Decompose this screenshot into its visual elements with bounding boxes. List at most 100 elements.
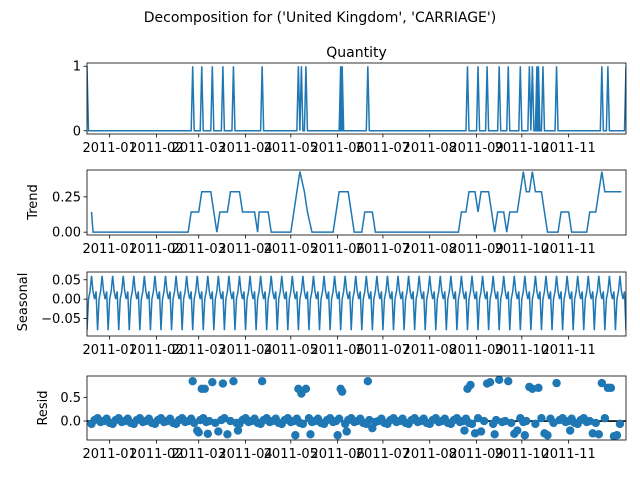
resid-point xyxy=(537,413,546,423)
resid-point xyxy=(467,419,477,429)
resid-ytick-label: 0.5 xyxy=(60,391,81,406)
quantity-series-line xyxy=(87,66,626,132)
seasonal-plot-area xyxy=(87,275,626,331)
trend-xtick-label: 2011-10 xyxy=(495,242,549,257)
resid-xtick-label: 2011-11 xyxy=(541,447,595,462)
resid-point xyxy=(257,377,267,386)
resid-point xyxy=(507,418,516,428)
trend-series-line xyxy=(90,171,622,233)
quantity-xtick-label: 2011-02 xyxy=(129,141,183,156)
resid-xtick-label: 2011-03 xyxy=(172,447,226,462)
resid-point xyxy=(337,387,347,396)
resid-panel: Resid 0.0 0.5 2011-012011-022011-032011-04… xyxy=(36,375,627,462)
resid-xtick-label: 2011-01 xyxy=(82,447,136,462)
resid-point xyxy=(200,384,209,393)
resid-point xyxy=(606,383,616,393)
seasonal-xtick-label: 2011-09 xyxy=(449,343,503,358)
resid-xtick-label: 2011-05 xyxy=(264,447,318,462)
figure-suptitle: Decomposition for ('United Kingdom', 'CA… xyxy=(144,10,496,26)
seasonal-xtick-label: 2011-11 xyxy=(541,343,595,358)
quantity-xtick-label: 2011-04 xyxy=(218,141,272,156)
trend-ylabel: Trend xyxy=(26,184,41,221)
resid-point xyxy=(476,427,486,436)
seasonal-panel: Seasonal −0.050.000.052011-012011-022011… xyxy=(16,271,627,358)
quantity-ytick-label: 1 xyxy=(73,60,81,75)
resid-point xyxy=(214,427,223,436)
resid-xtick-label: 2011-07 xyxy=(356,447,410,462)
resid-point xyxy=(594,430,604,439)
resid-point xyxy=(188,377,197,386)
seasonal-xtick-label: 2011-04 xyxy=(218,343,272,358)
resid-xtick-label: 2011-02 xyxy=(129,447,183,462)
seasonal-ylabel: Seasonal xyxy=(16,273,31,332)
seasonal-ytick-label: −0.05 xyxy=(41,312,81,327)
trend-xtick-label: 2011-03 xyxy=(172,242,226,257)
resid-xtick-label: 2011-10 xyxy=(495,447,549,462)
trend-xtick-label: 2011-08 xyxy=(403,242,457,257)
resid-point xyxy=(334,414,344,423)
resid-point xyxy=(531,419,540,429)
resid-point xyxy=(485,377,495,387)
resid-xtick-label: 2011-08 xyxy=(403,447,457,462)
resid-point xyxy=(298,419,308,429)
quantity-panel: Quantity 012011-012011-022011-032011-042… xyxy=(73,45,627,156)
quantity-title: Quantity xyxy=(326,45,387,61)
quantity-axes-frame xyxy=(86,62,627,135)
trend-axes-frame xyxy=(86,169,627,236)
resid-point xyxy=(203,429,212,439)
quantity-xtick-label: 2011-09 xyxy=(449,141,503,156)
resid-point xyxy=(368,423,377,433)
resid-xtick-label: 2011-06 xyxy=(310,447,364,462)
seasonal-xtick-label: 2011-03 xyxy=(172,343,226,358)
resid-point xyxy=(208,377,217,387)
resid-point xyxy=(333,431,342,440)
trend-xtick-label: 2011-09 xyxy=(449,242,503,257)
trend-xtick-label: 2011-07 xyxy=(356,242,410,257)
resid-xtick-label: 2011-04 xyxy=(218,447,272,462)
seasonal-xtick-label: 2011-08 xyxy=(403,343,457,358)
quantity-xtick-label: 2011-06 xyxy=(310,141,364,156)
seasonal-axes-frame xyxy=(86,271,627,337)
quantity-xtick-label: 2011-11 xyxy=(541,141,595,156)
quantity-xtick-label: 2011-07 xyxy=(356,141,410,156)
resid-point xyxy=(460,426,469,435)
seasonal-xtick-label: 2011-07 xyxy=(356,343,410,358)
resid-point xyxy=(306,430,315,439)
quantity-xtick-label: 2011-05 xyxy=(264,141,318,156)
resid-point xyxy=(218,379,228,388)
trend-ytick-label: 0.00 xyxy=(52,226,81,241)
resid-point xyxy=(615,419,625,429)
quantity-xtick-label: 2011-10 xyxy=(495,141,549,156)
resid-point xyxy=(194,428,203,437)
resid-point xyxy=(342,427,351,436)
trend-xtick-label: 2011-04 xyxy=(218,242,272,257)
seasonal-xtick-label: 2011-06 xyxy=(310,343,364,358)
resid-point xyxy=(466,380,475,390)
trend-xtick-label: 2011-11 xyxy=(541,242,595,257)
resid-point xyxy=(543,431,552,440)
resid-point xyxy=(233,426,243,435)
seasonal-xtick-label: 2011-05 xyxy=(264,343,318,358)
seasonal-series-line xyxy=(87,275,626,331)
resid-point xyxy=(597,378,607,388)
resid-ytick-label: 0.0 xyxy=(60,415,81,430)
resid-point xyxy=(600,413,610,423)
resid-point xyxy=(291,431,300,440)
resid-point xyxy=(591,418,600,428)
seasonal-xtick-label: 2011-10 xyxy=(495,343,549,358)
trend-xtick-label: 2011-02 xyxy=(129,242,183,257)
seasonal-ytick-label: 0.05 xyxy=(52,273,81,288)
quantity-ytick-label: 0 xyxy=(73,124,81,139)
resid-point xyxy=(479,416,489,426)
resid-point xyxy=(229,377,238,386)
resid-point xyxy=(223,430,232,439)
resid-axes-frame xyxy=(86,375,627,441)
resid-point xyxy=(520,431,530,440)
resid-plot-area xyxy=(87,376,626,440)
quantity-plot-area xyxy=(87,66,626,132)
resid-point xyxy=(301,384,311,393)
seasonal-ytick-label: 0.00 xyxy=(52,293,81,308)
trend-xtick-label: 2011-05 xyxy=(264,242,318,257)
trend-xtick-label: 2011-01 xyxy=(82,242,136,257)
